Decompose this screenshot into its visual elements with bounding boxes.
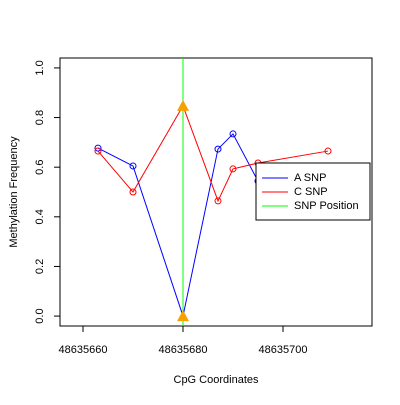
x-tick-label: 48635680	[159, 344, 208, 356]
data-point	[129, 162, 137, 170]
data-point	[214, 145, 222, 153]
y-tick-label: 0.6	[34, 160, 46, 175]
x-axis-label: CpG Coordinates	[174, 374, 259, 386]
data-point	[214, 197, 222, 205]
y-tick-label: 0.8	[34, 110, 46, 125]
snp-marker	[177, 310, 189, 322]
snp-marker	[177, 99, 189, 111]
data-point	[94, 147, 102, 155]
data-point	[229, 130, 237, 138]
data-point	[229, 165, 237, 173]
plot-frame	[59, 57, 373, 327]
y-tick-label: 0.4	[34, 209, 46, 224]
y-tick-label: 0.0	[34, 308, 46, 323]
legend-label: A SNP	[294, 172, 326, 184]
y-tick-label: 0.2	[34, 259, 46, 274]
y-tick-label: 1.0	[34, 60, 46, 75]
series-line	[97, 133, 259, 318]
legend-label: C SNP	[294, 186, 328, 198]
x-tick-label: 48635660	[59, 344, 108, 356]
legend-label: SNP Position	[294, 200, 359, 212]
data-point	[324, 147, 332, 155]
x-tick-label: 48635700	[259, 344, 308, 356]
data-point	[129, 188, 137, 196]
y-axis-label: Methylation Frequency	[8, 136, 20, 248]
